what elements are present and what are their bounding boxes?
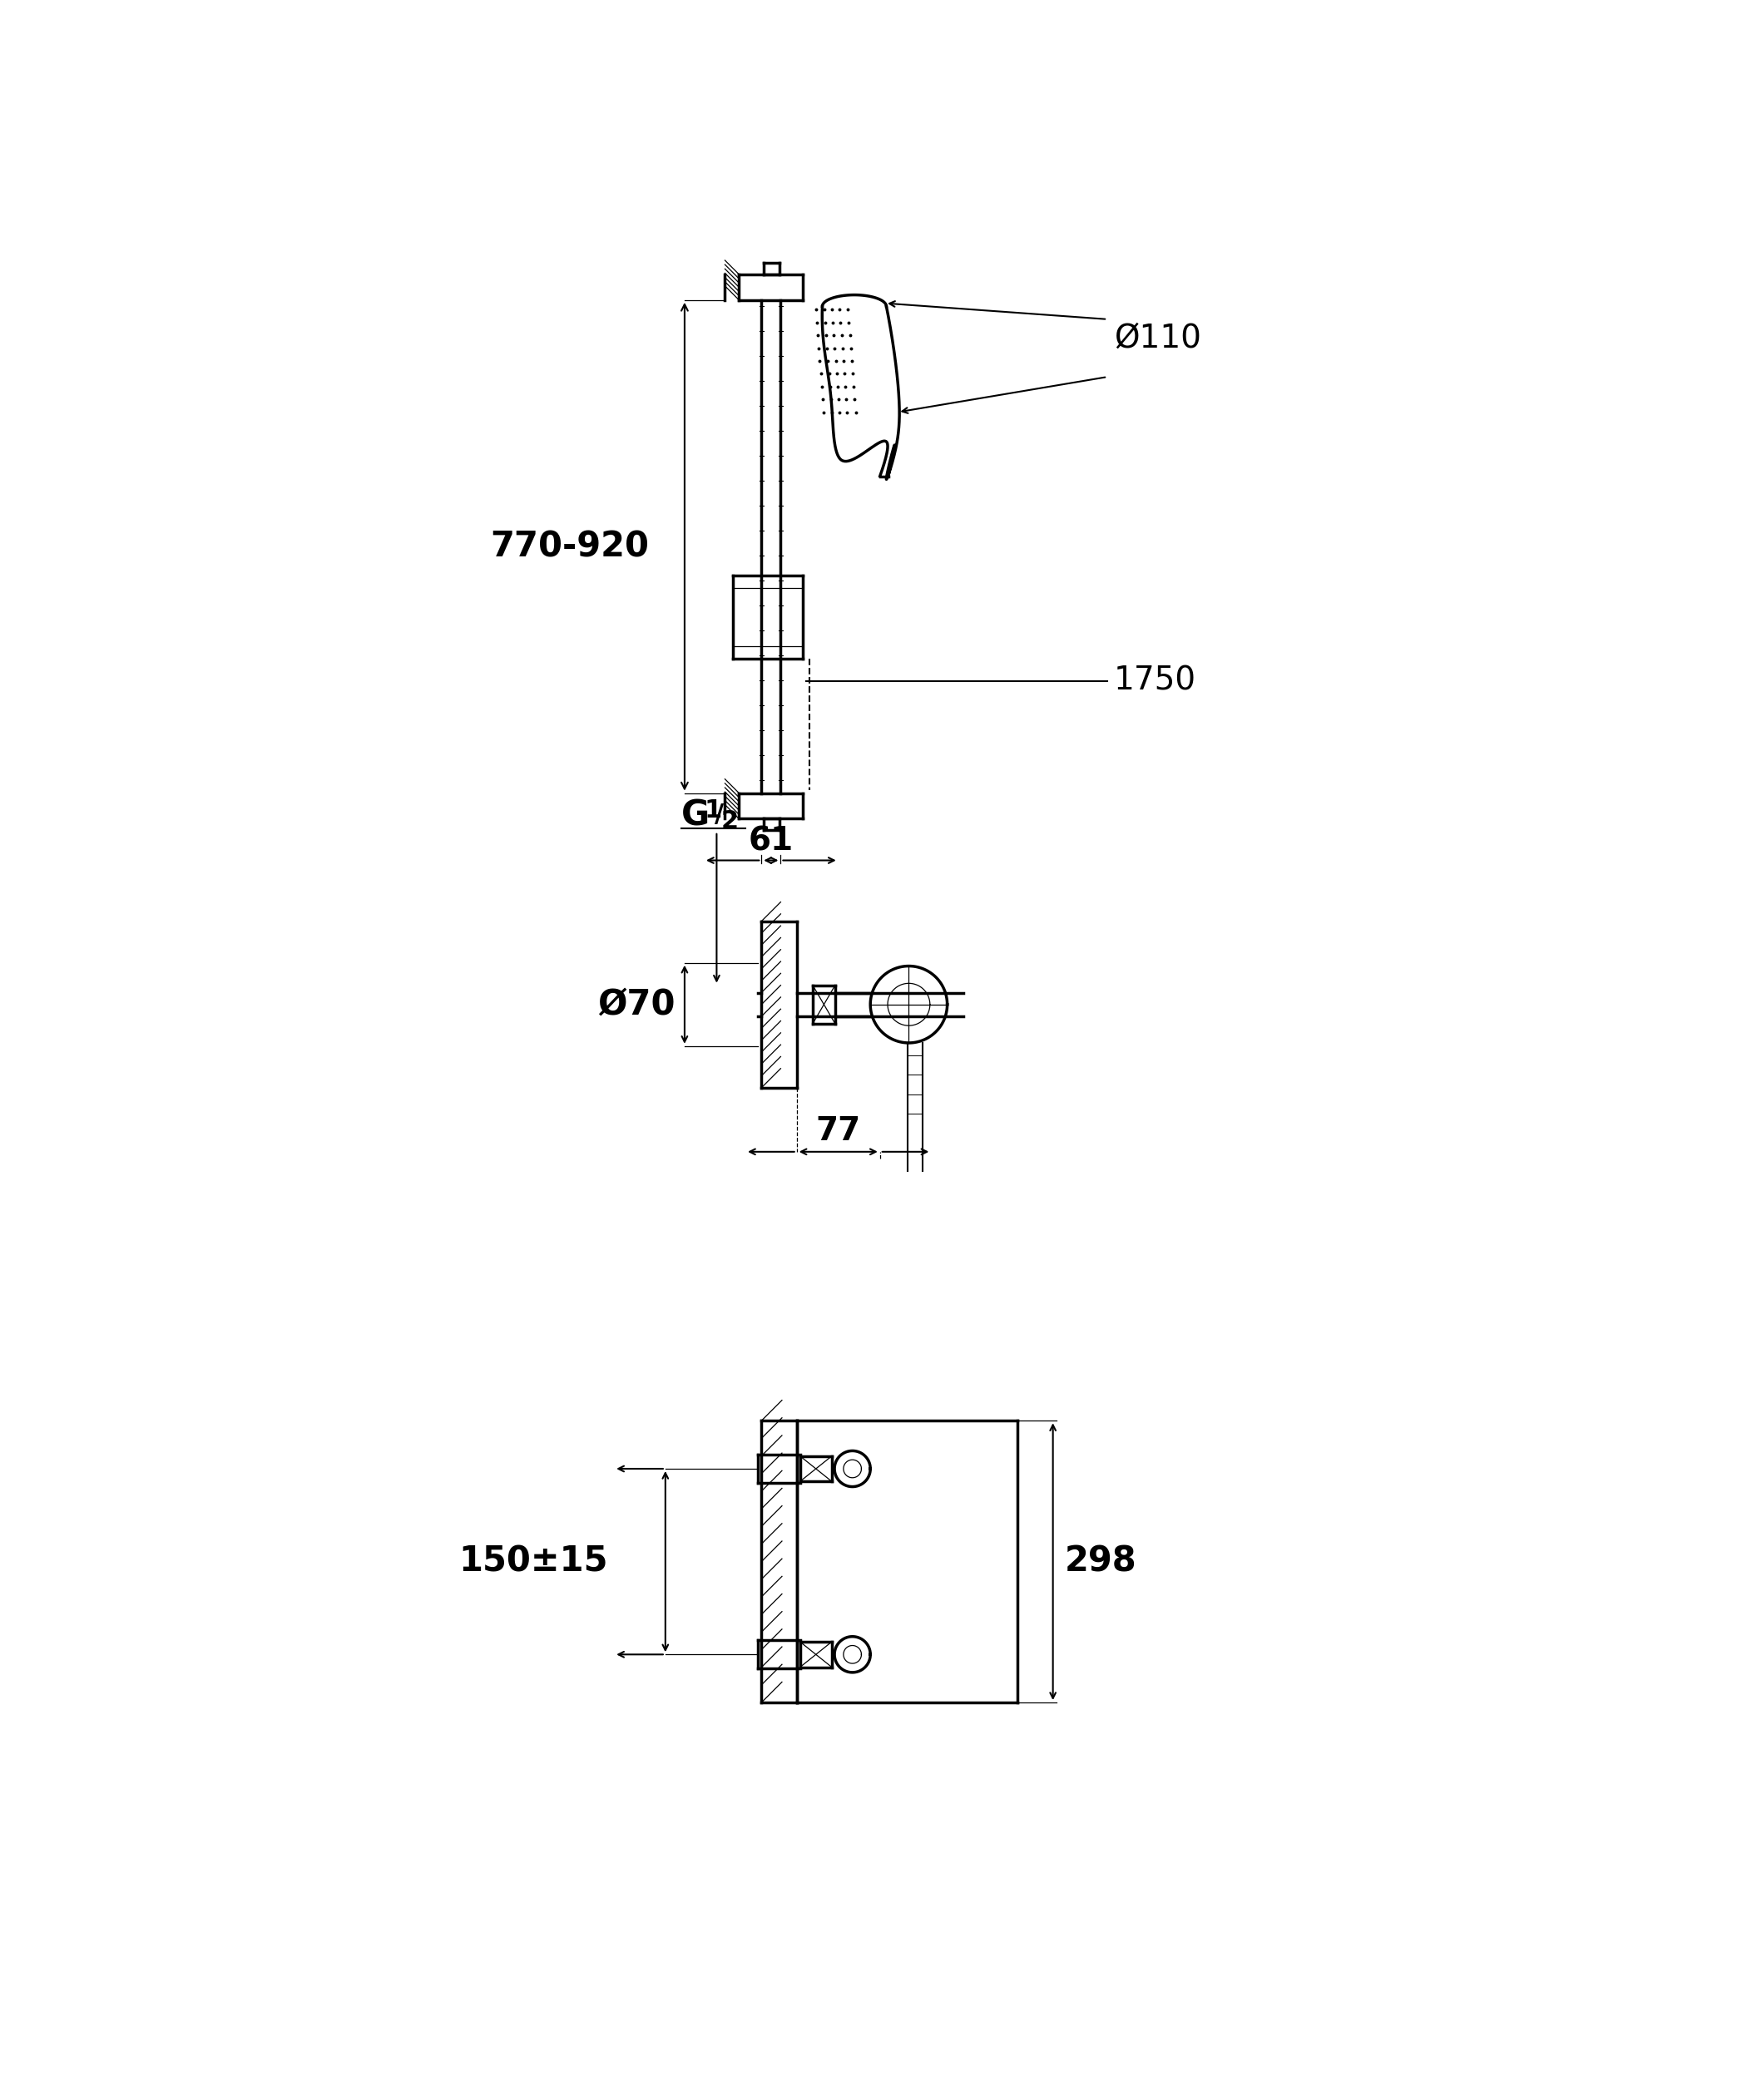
Text: G: G [682, 798, 710, 832]
Text: 770-920: 770-920 [491, 529, 650, 565]
Text: Ø70: Ø70 [597, 987, 675, 1023]
Text: /: / [715, 802, 724, 827]
Text: 298: 298 [1065, 1544, 1137, 1579]
Text: 2: 2 [722, 808, 739, 834]
Text: 77: 77 [816, 1115, 860, 1147]
Text: 1750: 1750 [1114, 666, 1197, 697]
Text: Ø110: Ø110 [1114, 323, 1202, 355]
Text: 61: 61 [748, 825, 794, 857]
Text: 150±15: 150±15 [459, 1544, 608, 1579]
Text: 1: 1 [704, 798, 722, 823]
